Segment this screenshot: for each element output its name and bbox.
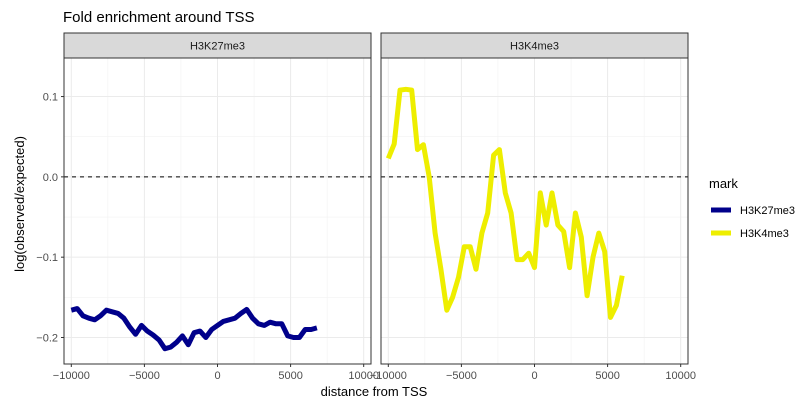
legend: mark H3K27me3 H3K4me3 xyxy=(709,176,795,240)
x-tick-label: 5000 xyxy=(278,370,302,382)
legend-label: H3K27me3 xyxy=(740,205,795,217)
x-tick-label: −10000 xyxy=(53,370,90,382)
y-tick-label: −0.1 xyxy=(36,252,58,264)
x-tick-label: 0 xyxy=(214,370,220,382)
facet-panel-h3k27me3: H3K27me3 xyxy=(63,32,372,365)
chart-title: Fold enrichment around TSS xyxy=(63,9,255,26)
x-tick-label: 5000 xyxy=(595,370,619,382)
facet-strip xyxy=(63,32,372,59)
facet-strip-label: H3K4me3 xyxy=(510,41,559,53)
facet-strip-label: H3K27me3 xyxy=(190,41,245,53)
y-axis: −0.2 −0.1 0.0 0.1 xyxy=(36,92,64,344)
series-line-h3k27me3 xyxy=(70,306,318,352)
x-tick-label: −5000 xyxy=(129,370,160,382)
x-tick-label: −10000 xyxy=(370,370,407,382)
x-tick-label: 0 xyxy=(531,370,537,382)
legend-label: H3K4me3 xyxy=(740,228,789,240)
y-tick-label: 0.1 xyxy=(43,92,58,104)
facet-panels: H3K27me3 H3K4me3 xyxy=(63,32,689,365)
x-tick-label: −5000 xyxy=(446,370,477,382)
y-tick-label: 0.0 xyxy=(43,172,58,184)
legend-title: mark xyxy=(709,176,738,191)
facet-panel-h3k4me3: H3K4me3 xyxy=(380,32,689,365)
y-tick-label: −0.2 xyxy=(36,332,58,344)
x-axis-title: distance from TSS xyxy=(321,384,428,399)
x-tick-label: 10000 xyxy=(665,370,696,382)
y-axis-title: log(observed/expected) xyxy=(12,136,27,272)
x-tick-label: 10000 xyxy=(348,370,379,382)
series-line-h3k4me3 xyxy=(385,86,625,320)
legend-item-h3k4me3: H3K4me3 xyxy=(711,228,789,240)
x-axis: −10000 −5000 0 5000 10000−10000 −5000 0 5000 100… xyxy=(53,364,696,382)
legend-item-h3k27me3: H3K27me3 xyxy=(711,205,795,217)
